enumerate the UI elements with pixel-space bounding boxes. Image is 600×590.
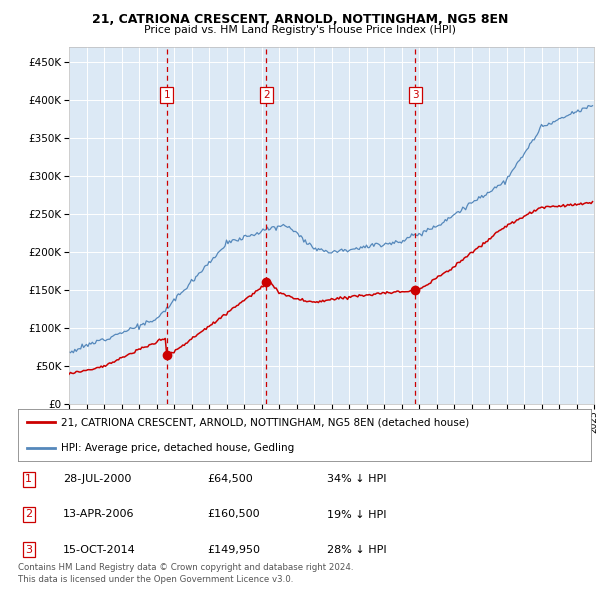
Text: 21, CATRIONA CRESCENT, ARNOLD, NOTTINGHAM, NG5 8EN (detached house): 21, CATRIONA CRESCENT, ARNOLD, NOTTINGHA… xyxy=(61,418,469,427)
Text: Price paid vs. HM Land Registry's House Price Index (HPI): Price paid vs. HM Land Registry's House … xyxy=(144,25,456,35)
Text: £64,500: £64,500 xyxy=(207,474,253,484)
Text: 3: 3 xyxy=(412,90,419,100)
Text: 1: 1 xyxy=(163,90,170,100)
Text: 2: 2 xyxy=(263,90,270,100)
Text: £149,950: £149,950 xyxy=(207,545,260,555)
Text: 34% ↓ HPI: 34% ↓ HPI xyxy=(327,474,386,484)
Text: 1: 1 xyxy=(25,474,32,484)
Text: 19% ↓ HPI: 19% ↓ HPI xyxy=(327,510,386,519)
Text: £160,500: £160,500 xyxy=(207,510,260,519)
Text: Contains HM Land Registry data © Crown copyright and database right 2024.: Contains HM Land Registry data © Crown c… xyxy=(18,563,353,572)
Text: This data is licensed under the Open Government Licence v3.0.: This data is licensed under the Open Gov… xyxy=(18,575,293,584)
Text: HPI: Average price, detached house, Gedling: HPI: Average price, detached house, Gedl… xyxy=(61,444,294,453)
Text: 13-APR-2006: 13-APR-2006 xyxy=(63,510,134,519)
Text: 28% ↓ HPI: 28% ↓ HPI xyxy=(327,545,386,555)
Text: 21, CATRIONA CRESCENT, ARNOLD, NOTTINGHAM, NG5 8EN: 21, CATRIONA CRESCENT, ARNOLD, NOTTINGHA… xyxy=(92,13,508,26)
Text: 2: 2 xyxy=(25,510,32,519)
Text: 3: 3 xyxy=(25,545,32,555)
Text: 28-JUL-2000: 28-JUL-2000 xyxy=(63,474,131,484)
Text: 15-OCT-2014: 15-OCT-2014 xyxy=(63,545,136,555)
